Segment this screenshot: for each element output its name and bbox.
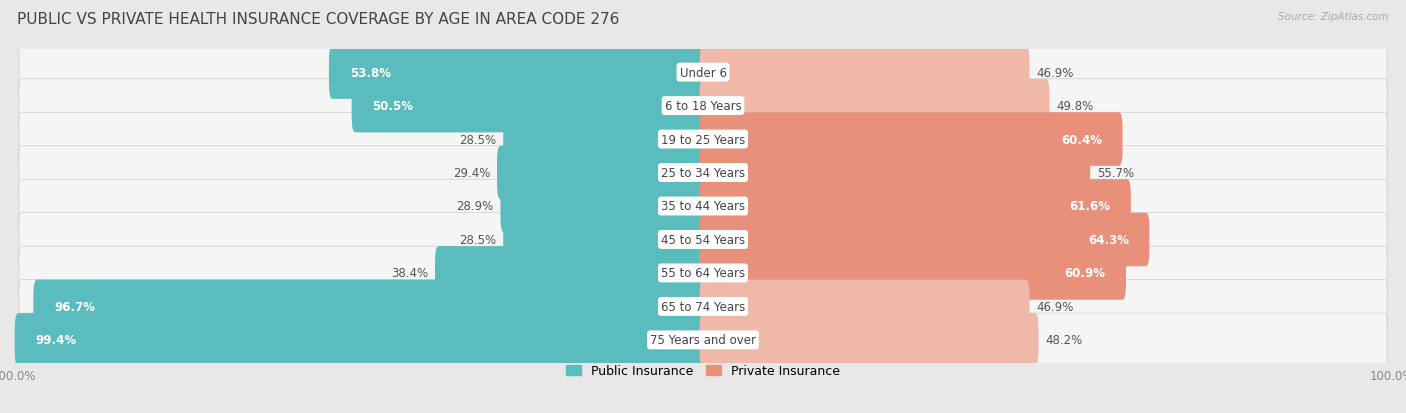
Text: 48.2%: 48.2%: [1046, 334, 1083, 347]
Text: 45 to 54 Years: 45 to 54 Years: [661, 233, 745, 247]
FancyBboxPatch shape: [18, 80, 1388, 133]
Text: Under 6: Under 6: [679, 66, 727, 79]
Text: 46.9%: 46.9%: [1036, 300, 1074, 313]
FancyBboxPatch shape: [352, 80, 706, 133]
Text: 28.9%: 28.9%: [457, 200, 494, 213]
FancyBboxPatch shape: [700, 247, 1126, 300]
Text: 28.5%: 28.5%: [460, 133, 496, 146]
FancyBboxPatch shape: [700, 80, 1049, 133]
Text: 61.6%: 61.6%: [1069, 200, 1111, 213]
Text: 55.7%: 55.7%: [1097, 166, 1135, 180]
FancyBboxPatch shape: [18, 113, 1388, 166]
Text: 19 to 25 Years: 19 to 25 Years: [661, 133, 745, 146]
Text: 65 to 74 Years: 65 to 74 Years: [661, 300, 745, 313]
FancyBboxPatch shape: [501, 180, 706, 233]
Text: 46.9%: 46.9%: [1036, 66, 1074, 79]
Text: 25 to 34 Years: 25 to 34 Years: [661, 166, 745, 180]
FancyBboxPatch shape: [700, 280, 1029, 333]
Text: 60.4%: 60.4%: [1062, 133, 1102, 146]
Text: 28.5%: 28.5%: [460, 233, 496, 247]
Text: 29.4%: 29.4%: [453, 166, 491, 180]
Text: 99.4%: 99.4%: [35, 334, 76, 347]
Text: 50.5%: 50.5%: [373, 100, 413, 113]
FancyBboxPatch shape: [700, 146, 1090, 200]
FancyBboxPatch shape: [18, 180, 1388, 233]
FancyBboxPatch shape: [18, 146, 1388, 200]
FancyBboxPatch shape: [329, 46, 706, 100]
FancyBboxPatch shape: [700, 213, 1150, 267]
Text: 35 to 44 Years: 35 to 44 Years: [661, 200, 745, 213]
FancyBboxPatch shape: [18, 280, 1388, 333]
FancyBboxPatch shape: [18, 313, 1388, 367]
Text: 64.3%: 64.3%: [1088, 233, 1129, 247]
FancyBboxPatch shape: [434, 247, 706, 300]
FancyBboxPatch shape: [700, 46, 1029, 100]
FancyBboxPatch shape: [700, 113, 1122, 166]
FancyBboxPatch shape: [14, 313, 706, 367]
Text: 96.7%: 96.7%: [53, 300, 96, 313]
FancyBboxPatch shape: [34, 280, 706, 333]
FancyBboxPatch shape: [700, 180, 1130, 233]
Text: 55 to 64 Years: 55 to 64 Years: [661, 267, 745, 280]
FancyBboxPatch shape: [496, 146, 706, 200]
FancyBboxPatch shape: [18, 46, 1388, 100]
Text: 49.8%: 49.8%: [1056, 100, 1094, 113]
Legend: Public Insurance, Private Insurance: Public Insurance, Private Insurance: [561, 359, 845, 382]
Text: 75 Years and over: 75 Years and over: [650, 334, 756, 347]
Text: 60.9%: 60.9%: [1064, 267, 1105, 280]
Text: PUBLIC VS PRIVATE HEALTH INSURANCE COVERAGE BY AGE IN AREA CODE 276: PUBLIC VS PRIVATE HEALTH INSURANCE COVER…: [17, 12, 619, 27]
Text: Source: ZipAtlas.com: Source: ZipAtlas.com: [1278, 12, 1389, 22]
Text: 6 to 18 Years: 6 to 18 Years: [665, 100, 741, 113]
FancyBboxPatch shape: [503, 213, 706, 267]
FancyBboxPatch shape: [700, 313, 1039, 367]
Text: 53.8%: 53.8%: [350, 66, 391, 79]
FancyBboxPatch shape: [503, 113, 706, 166]
FancyBboxPatch shape: [18, 247, 1388, 300]
FancyBboxPatch shape: [18, 213, 1388, 267]
Text: 38.4%: 38.4%: [391, 267, 427, 280]
